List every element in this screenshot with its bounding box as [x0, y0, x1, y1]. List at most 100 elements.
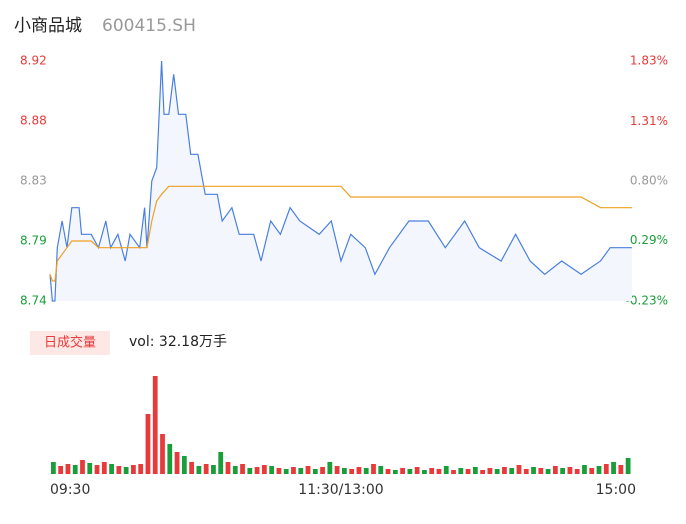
- volume-bar: [65, 464, 71, 474]
- volume-bar: [422, 470, 427, 474]
- volume-bar: [232, 466, 238, 474]
- volume-bar: [371, 464, 376, 474]
- volume-bar: [240, 464, 245, 474]
- volume-bar: [582, 465, 587, 474]
- volume-bar: [603, 464, 609, 474]
- volume-bar: [189, 462, 194, 474]
- volume-bar: [494, 469, 500, 474]
- volume-bar: [349, 469, 355, 474]
- volume-bar: [203, 464, 209, 474]
- y-tick-label: 8.74: [20, 294, 47, 308]
- volume-bar: [116, 466, 122, 474]
- volume-bar: [80, 460, 85, 474]
- volume-bar: [334, 466, 340, 474]
- volume-bar: [196, 466, 202, 474]
- y2-tick-label: 0.80%: [630, 174, 668, 188]
- volume-bar: [123, 467, 129, 474]
- volume-bar: [596, 466, 602, 474]
- volume-bar: [87, 463, 93, 474]
- y-tick-label: 8.92: [20, 54, 47, 68]
- average-line: [49, 185, 632, 282]
- volume-bar: [305, 466, 311, 474]
- volume-bar: [51, 462, 56, 474]
- volume-bar: [218, 452, 224, 474]
- y2-tick-label: 1.83%: [630, 54, 668, 68]
- volume-bar: [509, 468, 515, 474]
- volume-bar: [618, 465, 624, 474]
- volume-bar: [291, 467, 296, 474]
- volume-total: vol: 32.18万手: [129, 334, 227, 350]
- volume-bar: [611, 462, 616, 474]
- volume-bar: [429, 468, 435, 474]
- volume-bar: [458, 468, 464, 474]
- volume-bar: [414, 467, 420, 474]
- volume-bar: [363, 468, 369, 474]
- volume-bar: [385, 469, 391, 474]
- volume-bar: [342, 468, 347, 474]
- volume-bar: [407, 469, 413, 474]
- volume-bar: [298, 468, 304, 474]
- volume-bar: [531, 467, 536, 474]
- x-tick-label: 15:00: [596, 482, 636, 498]
- y-tick-label: 8.88: [20, 114, 47, 128]
- y2-tick-label: -0.23%: [626, 294, 668, 308]
- volume-bar: [560, 468, 566, 474]
- volume-bar: [72, 465, 78, 474]
- volume-bar: [451, 470, 456, 474]
- volume-bar: [552, 466, 558, 474]
- volume-bar: [152, 376, 158, 474]
- volume-bar: [109, 464, 114, 474]
- volume-bar: [574, 469, 580, 474]
- volume-bar: [400, 468, 405, 474]
- y2-tick-label: 0.29%: [630, 233, 668, 247]
- volume-bar: [131, 465, 136, 474]
- volume-bar: [312, 469, 318, 474]
- stock-code: 600415.SH: [102, 16, 196, 36]
- volume-bar: [472, 467, 478, 474]
- y2-tick-label: 1.31%: [630, 114, 668, 128]
- x-tick-label: 11:30/13:00: [298, 482, 383, 498]
- volume-bar: [174, 452, 180, 474]
- volume-bar: [138, 464, 144, 474]
- volume-bar: [167, 444, 173, 474]
- volume-bar: [487, 468, 493, 474]
- volume-bar: [523, 469, 529, 474]
- volume-bar: [516, 465, 522, 474]
- volume-bar: [392, 470, 398, 474]
- volume-label-box: [30, 331, 110, 355]
- volume-bar: [545, 469, 551, 474]
- volume-bar: [356, 467, 362, 474]
- volume-bar: [160, 434, 165, 474]
- volume-bar: [436, 469, 442, 474]
- volume-bar: [276, 468, 282, 474]
- volume-bar: [225, 462, 231, 474]
- volume-bar: [269, 466, 275, 474]
- volume-bar: [567, 467, 573, 474]
- volume-bar: [101, 462, 107, 474]
- volume-bar: [58, 466, 64, 474]
- volume-bar: [261, 465, 267, 474]
- volume-bar: [283, 469, 289, 474]
- y-tick-label: 8.83: [20, 174, 47, 188]
- volume-bar: [589, 468, 595, 474]
- volume-bar: [320, 467, 325, 474]
- volume-bar: [94, 465, 100, 474]
- y-tick-label: 8.79: [20, 234, 47, 248]
- volume-bar: [443, 466, 449, 474]
- volume-bar: [502, 467, 507, 474]
- volume-bar: [378, 466, 384, 474]
- volume-bar: [625, 458, 631, 474]
- volume-bar: [254, 467, 260, 474]
- stock-name: 小商品城: [14, 16, 82, 36]
- volume-bar: [247, 468, 253, 474]
- volume-bar: [480, 470, 485, 474]
- volume-bar: [465, 469, 471, 474]
- volume-bar: [211, 465, 216, 474]
- volume-bar: [145, 414, 151, 474]
- volume-bar: [327, 462, 333, 474]
- volume-label: 日成交量: [44, 335, 96, 351]
- price-area: [50, 61, 632, 301]
- x-tick-label: 09:30: [50, 482, 90, 498]
